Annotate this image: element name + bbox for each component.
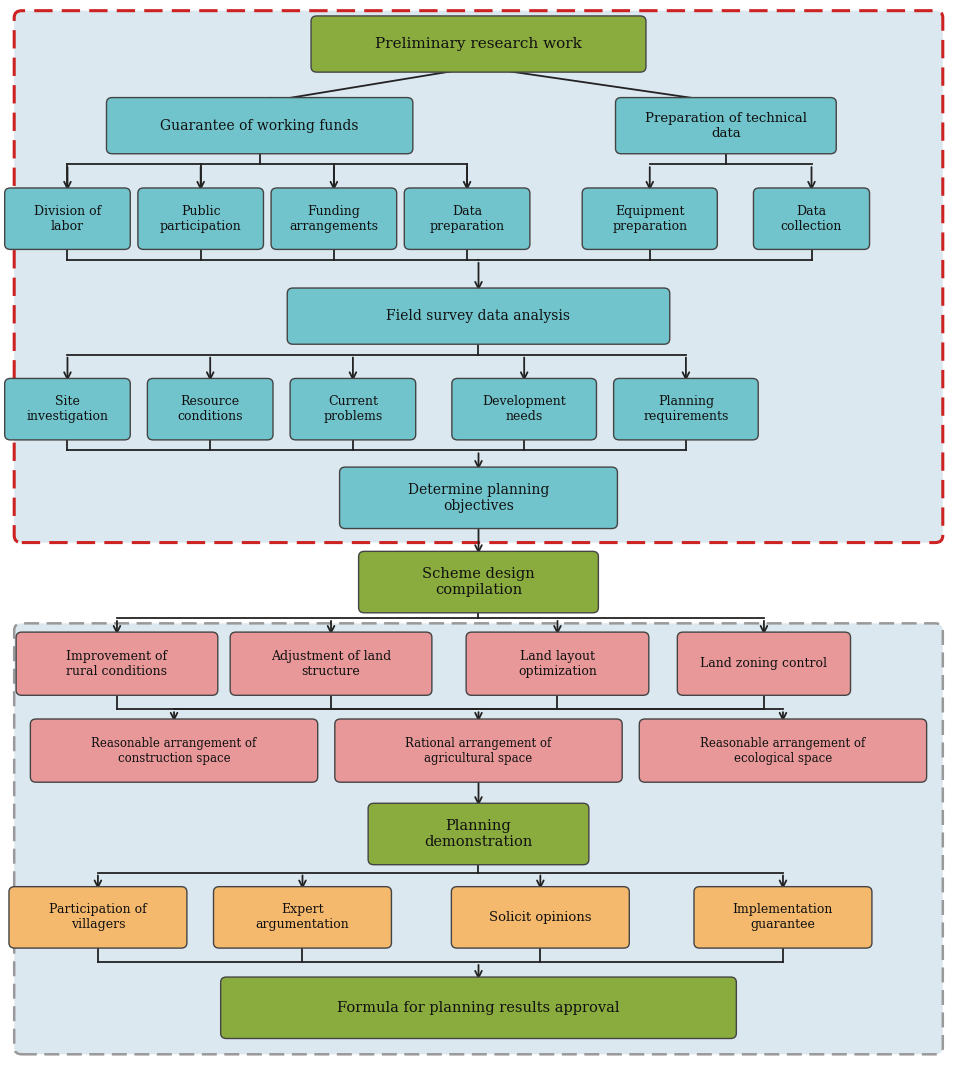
- FancyBboxPatch shape: [147, 378, 273, 440]
- Text: Scheme design
compilation: Scheme design compilation: [422, 567, 535, 597]
- FancyBboxPatch shape: [639, 719, 926, 783]
- FancyBboxPatch shape: [615, 98, 836, 153]
- FancyBboxPatch shape: [582, 188, 718, 250]
- FancyBboxPatch shape: [466, 632, 649, 696]
- FancyBboxPatch shape: [368, 803, 589, 865]
- Text: Implementation
guarantee: Implementation guarantee: [733, 904, 834, 932]
- Text: Preparation of technical
data: Preparation of technical data: [645, 111, 807, 139]
- FancyBboxPatch shape: [290, 378, 415, 440]
- FancyBboxPatch shape: [287, 288, 670, 344]
- Text: Preliminary research work: Preliminary research work: [375, 38, 582, 51]
- FancyBboxPatch shape: [452, 887, 630, 948]
- Text: Participation of
villagers: Participation of villagers: [49, 904, 146, 932]
- Text: Data
collection: Data collection: [781, 205, 842, 233]
- FancyBboxPatch shape: [14, 11, 943, 542]
- FancyBboxPatch shape: [5, 188, 130, 250]
- Text: Funding
arrangements: Funding arrangements: [289, 205, 378, 233]
- Text: Reasonable arrangement of
construction space: Reasonable arrangement of construction s…: [92, 736, 256, 764]
- FancyBboxPatch shape: [213, 887, 391, 948]
- Text: Field survey data analysis: Field survey data analysis: [387, 309, 570, 323]
- FancyBboxPatch shape: [340, 467, 617, 528]
- Text: Improvement of
rural conditions: Improvement of rural conditions: [66, 650, 167, 678]
- FancyBboxPatch shape: [694, 887, 872, 948]
- FancyBboxPatch shape: [138, 188, 263, 250]
- FancyBboxPatch shape: [753, 188, 870, 250]
- FancyBboxPatch shape: [452, 378, 596, 440]
- FancyBboxPatch shape: [271, 188, 396, 250]
- FancyBboxPatch shape: [221, 977, 736, 1039]
- Text: Division of
labor: Division of labor: [33, 205, 101, 233]
- Text: Resource
conditions: Resource conditions: [177, 396, 243, 423]
- Text: Adjustment of land
structure: Adjustment of land structure: [271, 650, 391, 678]
- FancyBboxPatch shape: [5, 378, 130, 440]
- FancyBboxPatch shape: [231, 632, 432, 696]
- Text: Land layout
optimization: Land layout optimization: [518, 650, 597, 678]
- Text: Expert
argumentation: Expert argumentation: [256, 904, 349, 932]
- FancyBboxPatch shape: [404, 188, 530, 250]
- Text: Rational arrangement of
agricultural space: Rational arrangement of agricultural spa…: [406, 736, 551, 764]
- FancyBboxPatch shape: [335, 719, 622, 783]
- Text: Formula for planning results approval: Formula for planning results approval: [337, 1001, 620, 1015]
- FancyBboxPatch shape: [9, 887, 187, 948]
- FancyBboxPatch shape: [359, 551, 598, 613]
- Text: Solicit opinions: Solicit opinions: [489, 911, 591, 924]
- FancyBboxPatch shape: [613, 378, 758, 440]
- Text: Site
investigation: Site investigation: [27, 396, 108, 423]
- Text: Determine planning
objectives: Determine planning objectives: [408, 482, 549, 512]
- Text: Development
needs: Development needs: [482, 396, 566, 423]
- Text: Guarantee of working funds: Guarantee of working funds: [161, 119, 359, 133]
- Text: Public
participation: Public participation: [160, 205, 241, 233]
- Text: Planning
demonstration: Planning demonstration: [424, 819, 533, 849]
- FancyBboxPatch shape: [106, 98, 412, 153]
- FancyBboxPatch shape: [14, 623, 943, 1054]
- FancyBboxPatch shape: [678, 632, 851, 696]
- Text: Reasonable arrangement of
ecological space: Reasonable arrangement of ecological spa…: [701, 736, 865, 764]
- FancyBboxPatch shape: [16, 632, 218, 696]
- Text: Current
problems: Current problems: [323, 396, 383, 423]
- Text: Planning
requirements: Planning requirements: [643, 396, 728, 423]
- Text: Land zoning control: Land zoning control: [701, 657, 828, 670]
- FancyBboxPatch shape: [311, 16, 646, 72]
- FancyBboxPatch shape: [31, 719, 318, 783]
- Text: Data
preparation: Data preparation: [430, 205, 504, 233]
- Text: Equipment
preparation: Equipment preparation: [612, 205, 687, 233]
